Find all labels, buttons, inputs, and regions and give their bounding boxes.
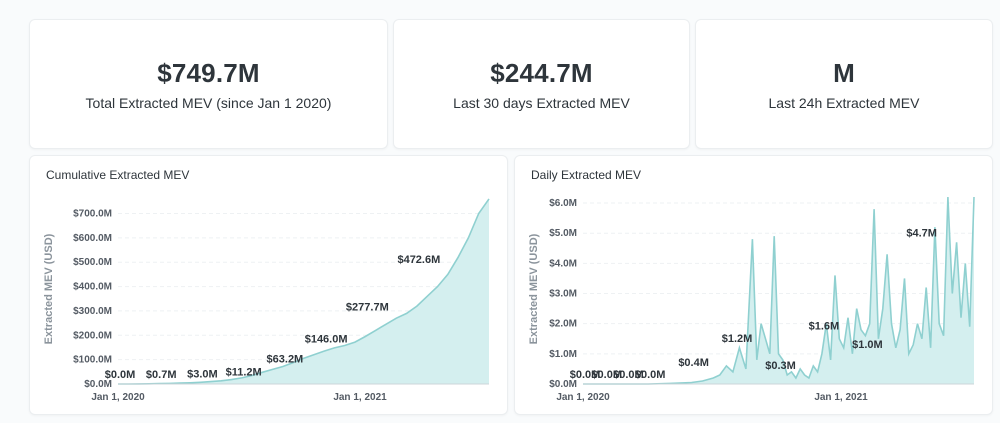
- y-tick-label: $3.0M: [549, 289, 577, 300]
- y-tick-label: $700.0M: [73, 208, 112, 219]
- data-label: $63.2M: [267, 354, 304, 366]
- y-axis-label: Extracted MEV (USD): [528, 233, 540, 344]
- data-label: $472.6M: [397, 254, 440, 266]
- y-tick-label: $400.0M: [73, 282, 112, 293]
- stat-card-total: $749.7M Total Extracted MEV (since Jan 1…: [29, 19, 388, 149]
- data-label: $1.6M: [809, 321, 840, 333]
- data-label: $11.2M: [226, 366, 262, 378]
- y-tick-label: $5.0M: [549, 228, 577, 239]
- y-tick-label: $300.0M: [73, 306, 112, 317]
- y-tick-label: $1.0M: [549, 349, 577, 360]
- y-tick-label: $500.0M: [73, 257, 112, 268]
- x-tick-label: Jan 1, 2020: [556, 392, 610, 403]
- area-fill: [583, 197, 974, 384]
- x-tick-label: Jan 1, 2021: [814, 392, 868, 403]
- stat-value: $749.7M: [157, 57, 260, 88]
- data-label: $0.0M: [613, 369, 644, 381]
- data-label: $0.0M: [591, 369, 622, 381]
- stat-label: Last 24h Extracted MEV: [768, 94, 920, 111]
- data-label: $0.0M: [105, 369, 136, 381]
- data-label: $146.0M: [305, 333, 348, 345]
- y-tick-label: $200.0M: [73, 330, 112, 341]
- data-label: $3.0M: [187, 368, 218, 380]
- stat-card-30d: $244.7M Last 30 days Extracted MEV: [393, 19, 690, 149]
- data-label: $277.7M: [346, 301, 389, 313]
- y-tick-label: $0.0M: [549, 379, 577, 390]
- chart-card-daily: Daily Extracted MEV $0.0M $1.0M $2.0M $3.0M…: [514, 155, 993, 415]
- series-line: [583, 196, 975, 385]
- cumulative-chart: $0.0M $100.0M $200.0M $300.0M $400.0M $500.0M…: [43, 198, 490, 403]
- data-label: $4.7M: [906, 227, 937, 239]
- y-tick-label: $6.0M: [549, 198, 577, 209]
- series-line: [118, 198, 490, 385]
- data-label: $1.2M: [722, 333, 753, 345]
- y-tick-label: $2.0M: [549, 319, 577, 330]
- stat-value: M: [833, 57, 855, 88]
- chart-title: Daily Extracted MEV: [531, 168, 642, 182]
- daily-chart: $0.0M $1.0M $2.0M $3.0M $4.0M $5.0M $6.0M Extra…: [528, 196, 975, 403]
- x-tick-label: Jan 1, 2021: [333, 392, 387, 403]
- y-tick-label: $600.0M: [73, 233, 112, 244]
- data-label: $0.7M: [146, 369, 177, 381]
- data-label: $0.4M: [678, 357, 709, 369]
- x-tick-label: Jan 1, 2020: [91, 392, 145, 403]
- chart-title: Cumulative Extracted MEV: [46, 168, 190, 182]
- stat-card-24h: M Last 24h Extracted MEV: [695, 19, 993, 149]
- data-label: $1.0M: [852, 339, 883, 351]
- stat-label: Total Extracted MEV (since Jan 1 2020): [85, 94, 332, 111]
- y-tick-label: $100.0M: [73, 355, 112, 366]
- y-tick-label: $4.0M: [549, 258, 577, 269]
- chart-card-cumulative: Cumulative Extracted MEV $0.0M $100.0M $20…: [29, 155, 508, 415]
- data-label: $0.0M: [570, 369, 601, 381]
- data-label: $0.0M: [635, 369, 666, 381]
- data-label: $0.3M: [765, 360, 796, 372]
- y-tick-label: $0.0M: [84, 379, 112, 390]
- area-fill: [118, 198, 489, 384]
- y-axis-label: Extracted MEV (USD): [43, 233, 55, 344]
- stat-label: Last 30 days Extracted MEV: [453, 94, 630, 111]
- stat-value: $244.7M: [490, 57, 593, 88]
